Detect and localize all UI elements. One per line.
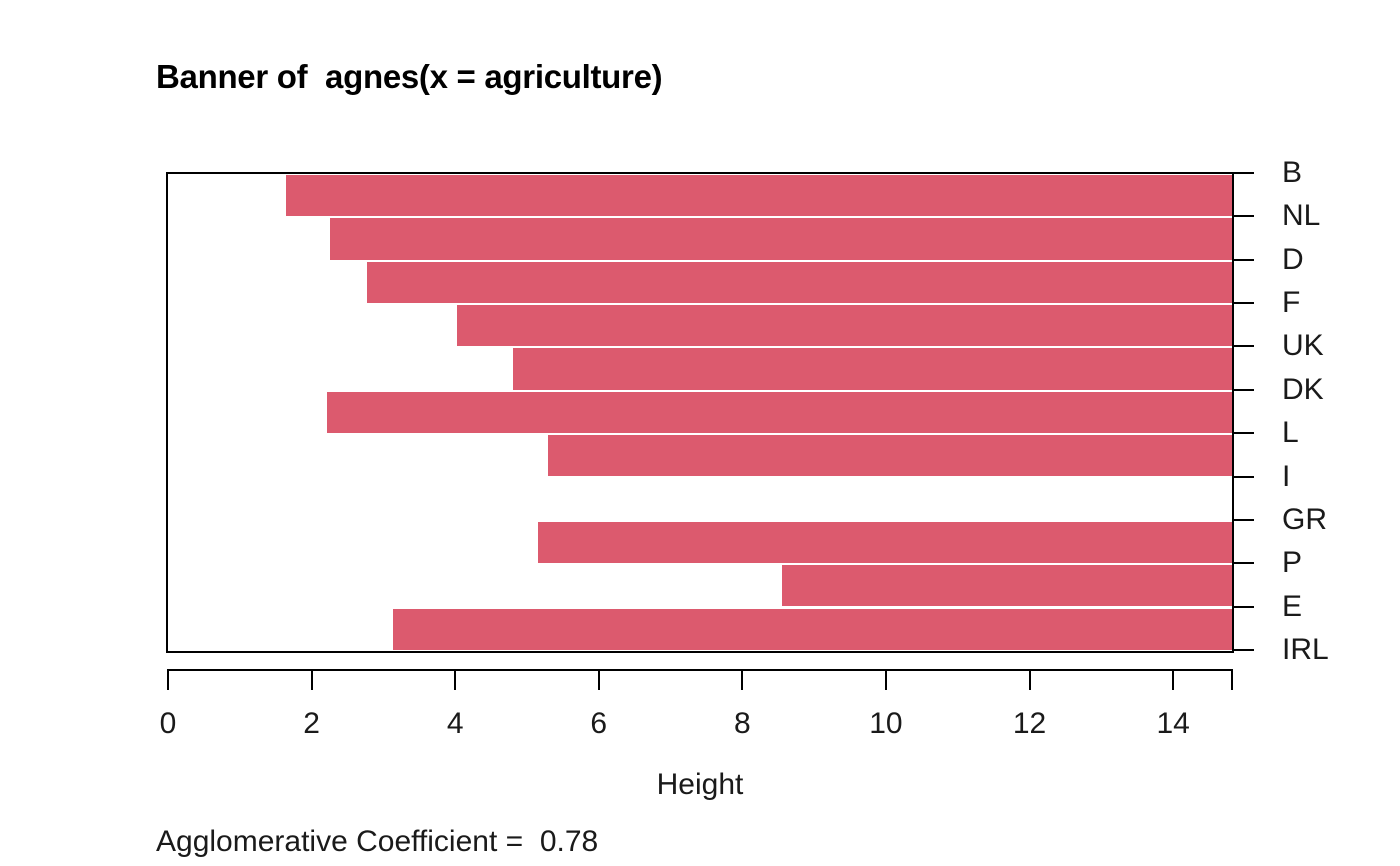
x-tick-label-8: 8 [734, 707, 751, 740]
x-tick-4 [454, 669, 457, 690]
x-axis-end-cap [1231, 669, 1233, 690]
banner-bar-UK-DK [513, 348, 1232, 390]
leaf-label-D: D [1282, 242, 1304, 276]
x-tick-12 [1028, 669, 1031, 690]
leaf-label-L: L [1282, 416, 1299, 450]
x-axis-line [167, 669, 1233, 671]
x-tick-label-12: 12 [1012, 707, 1047, 740]
right-tick-NL [1232, 215, 1254, 218]
banner-bar-L-I [547, 435, 1232, 477]
right-tick-F [1232, 302, 1254, 305]
banner-bar-E-IRL [393, 608, 1232, 650]
banner-bar-GR-P [538, 521, 1232, 564]
leaf-label-I: I [1282, 459, 1291, 493]
plot-title: Banner of agnes(x = agriculture) [156, 58, 663, 95]
x-tick-2 [310, 669, 313, 690]
right-tick-DK [1232, 388, 1254, 391]
banner-bar-B-NL [286, 175, 1232, 217]
right-tick-L [1232, 432, 1254, 435]
banner-bar-DK-L [327, 391, 1232, 433]
banner-bar-P-E [781, 565, 1232, 607]
leaf-label-NL: NL [1282, 199, 1321, 233]
leaf-label-UK: UK [1282, 329, 1324, 363]
leaf-label-GR: GR [1282, 502, 1327, 536]
right-tick-IRL [1232, 649, 1254, 651]
leaf-label-F: F [1282, 286, 1301, 320]
banner-plot-area [166, 172, 1234, 653]
right-tick-UK [1232, 345, 1254, 348]
x-tick-8 [741, 669, 744, 690]
x-tick-14 [1172, 669, 1175, 690]
x-axis-title: Height [656, 768, 744, 801]
leaf-label-DK: DK [1282, 372, 1324, 406]
leaf-label-B: B [1282, 156, 1303, 189]
right-tick-I [1232, 475, 1254, 478]
right-tick-P [1232, 562, 1254, 565]
agglomerative-coefficient-text: Agglomerative Coefficient = 0.78 [156, 825, 599, 858]
leaf-label-P: P [1282, 546, 1303, 580]
right-tick-B [1232, 172, 1254, 174]
x-tick-10 [884, 669, 887, 690]
right-tick-GR [1232, 518, 1254, 521]
banner-bar-NL-D [329, 218, 1232, 260]
leaf-label-E: E [1282, 589, 1303, 623]
right-tick-E [1232, 605, 1254, 608]
x-tick-label-0: 0 [159, 707, 177, 740]
x-tick-label-6: 6 [590, 707, 608, 740]
x-tick-label-4: 4 [446, 707, 464, 740]
x-tick-label-10: 10 [869, 707, 903, 740]
x-tick-label-2: 2 [303, 707, 320, 740]
banner-bar-D-F [366, 261, 1232, 303]
banner-bar-F-UK [457, 305, 1232, 347]
x-tick-6 [597, 669, 600, 690]
leaf-label-IRL: IRL [1282, 633, 1329, 666]
x-tick-0 [167, 669, 169, 690]
right-tick-D [1232, 258, 1254, 261]
x-tick-label-14: 14 [1156, 707, 1190, 740]
